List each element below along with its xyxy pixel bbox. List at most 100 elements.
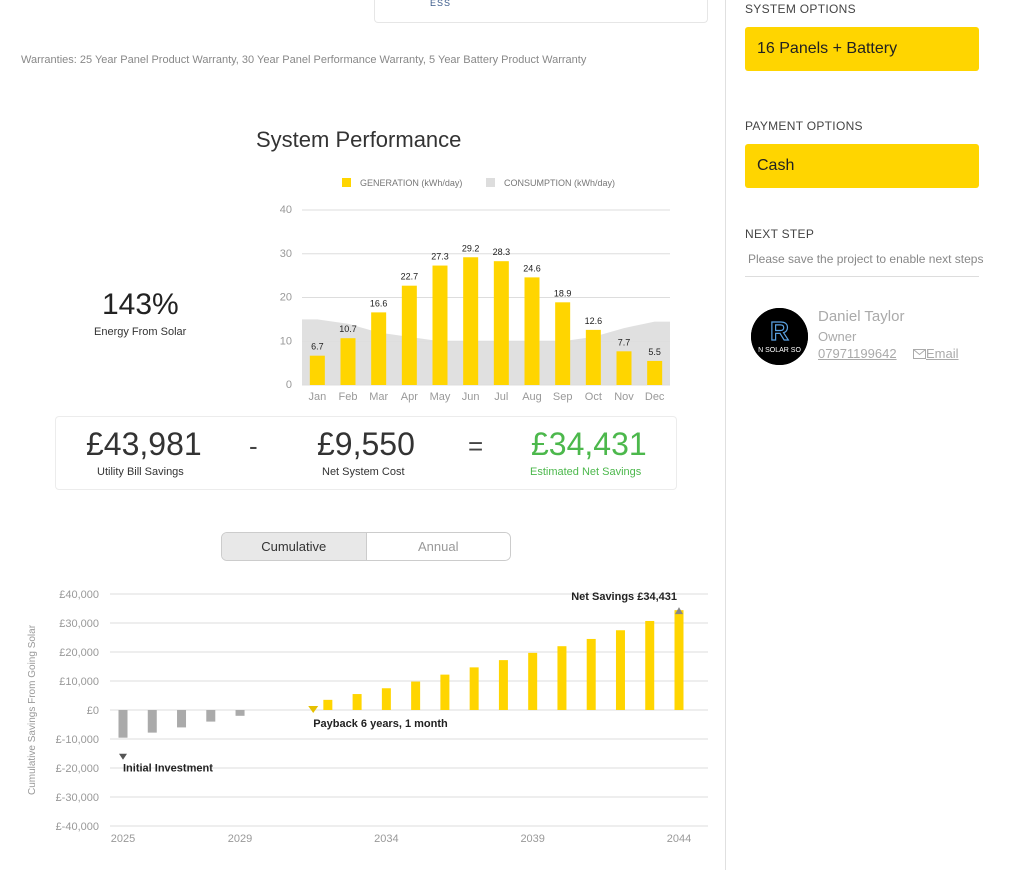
equals-sign: = [468,431,484,461]
y-axis-title: Cumulative Savings From Going Solar [27,624,38,795]
legend-generation-label: GENERATION (kWh/day) [360,178,462,188]
energy-percentage: 143% [102,288,179,321]
x-tick-label: 2044 [667,833,691,845]
y-tick-label: 10 [280,335,292,347]
owner-name: Daniel Taylor [818,308,905,325]
net-cost-label: Net System Cost [322,466,405,478]
avatar-initial: R [770,316,789,346]
generation-bar [616,351,632,385]
chart-view-toggle: Cumulative Annual [221,532,511,561]
x-tick-label: Nov [614,391,634,403]
x-tick-label: Mar [369,391,388,403]
bar-value-label: 24.6 [523,263,541,273]
y-tick-label: £0 [87,705,99,717]
net-savings-value: £34,431 [531,426,647,462]
x-tick-label: Feb [339,391,358,403]
savings-bar [674,610,684,710]
payback-marker [308,706,319,713]
envelope-icon [913,347,926,362]
y-tick-label: £-10,000 [56,734,99,746]
savings-bar [411,681,421,710]
top-card [374,0,708,23]
avatar-text: N SOLAR SO [758,347,801,354]
x-tick-label: 2029 [228,833,252,845]
y-tick-label: £30,000 [59,618,99,630]
payment-option-button[interactable]: Cash [745,144,979,188]
bar-value-label: 22.7 [401,272,419,282]
x-tick-label: Dec [645,391,665,403]
tab-cumulative[interactable]: Cumulative [222,533,367,560]
utility-savings-value: £43,981 [86,426,202,462]
top-card-text: ESS [430,0,452,8]
x-tick-label: 2034 [374,833,398,845]
savings-bar [645,620,655,710]
performance-title: System Performance [256,127,462,152]
x-tick-label: Jul [494,391,508,403]
savings-bar [381,688,391,710]
annotation-net: Net Savings £34,431 [571,591,677,603]
generation-bar [309,355,325,385]
minus-sign: - [249,431,258,461]
y-tick-label: 30 [280,248,292,260]
generation-bar [524,277,540,385]
x-tick-label: Jan [308,391,326,403]
generation-bar [401,285,417,385]
savings-bar [323,699,333,710]
tab-annual[interactable]: Annual [366,533,510,560]
savings-bar [235,710,245,716]
generation-bar [340,338,356,385]
owner-phone-link[interactable]: 07971199642 [818,346,897,361]
y-tick-label: £-30,000 [56,792,99,804]
generation-bar [463,257,479,385]
system-options-label: SYSTEM OPTIONS [745,2,856,16]
x-tick-label: Jun [462,391,480,403]
legend-consumption-label: CONSUMPTION (kWh/day) [504,178,615,188]
owner-email-link[interactable]: Email [913,346,959,362]
annotation-payback: Payback 6 years, 1 month [313,718,448,730]
sidebar-divider [725,0,726,870]
system-option-button[interactable]: 16 Panels + Battery [745,27,979,71]
bar-value-label: 7.7 [618,337,631,347]
y-tick-label: £40,000 [59,589,99,601]
bar-value-label: 28.3 [493,247,511,257]
performance-chart: GENERATION (kWh/day) CONSUMPTION (kWh/day… [280,178,670,403]
payment-options-label: PAYMENT OPTIONS [745,119,863,133]
cumulative-savings-chart: Cumulative Savings From Going Solar £40,0… [27,589,708,845]
net-cost-value: £9,550 [317,426,415,462]
generation-bar [432,265,448,385]
bar-value-label: 18.9 [554,288,572,298]
savings-bar [147,710,157,733]
x-tick-label: Sep [553,391,573,403]
warranties-text: Warranties: 25 Year Panel Product Warran… [21,54,587,66]
y-tick-label: £-40,000 [56,821,99,833]
initial-marker [119,753,127,760]
legend-consumption-swatch [486,178,495,187]
savings-bar [440,674,450,710]
bar-value-label: 6.7 [311,342,324,352]
y-tick-label: £20,000 [59,647,99,659]
net-savings-label: Estimated Net Savings [530,466,642,478]
savings-bar [469,667,479,710]
annotation-initial: Initial Investment [123,763,213,775]
savings-bar [118,710,128,738]
bar-value-label: 10.7 [339,324,357,334]
x-tick-label: Aug [522,391,542,403]
bar-value-label: 27.3 [431,252,449,262]
savings-bar [586,638,596,710]
owner-email-label: Email [926,346,959,361]
next-step-hint: Please save the project to enable next s… [748,252,984,266]
y-tick-label: £10,000 [59,676,99,688]
x-tick-label: Apr [401,391,418,403]
generation-bar [371,312,387,385]
savings-bar [615,630,625,710]
next-step-label: NEXT STEP [745,227,815,241]
bar-value-label: 12.6 [585,316,603,326]
generation-bar [647,360,663,385]
avatar: R N SOLAR SO [751,308,808,365]
consumption-area [302,319,670,385]
legend-generation-swatch [342,178,351,187]
x-tick-label: May [430,391,451,403]
savings-bar [498,660,508,710]
generation-bar [585,329,601,385]
generation-bar [493,261,509,385]
